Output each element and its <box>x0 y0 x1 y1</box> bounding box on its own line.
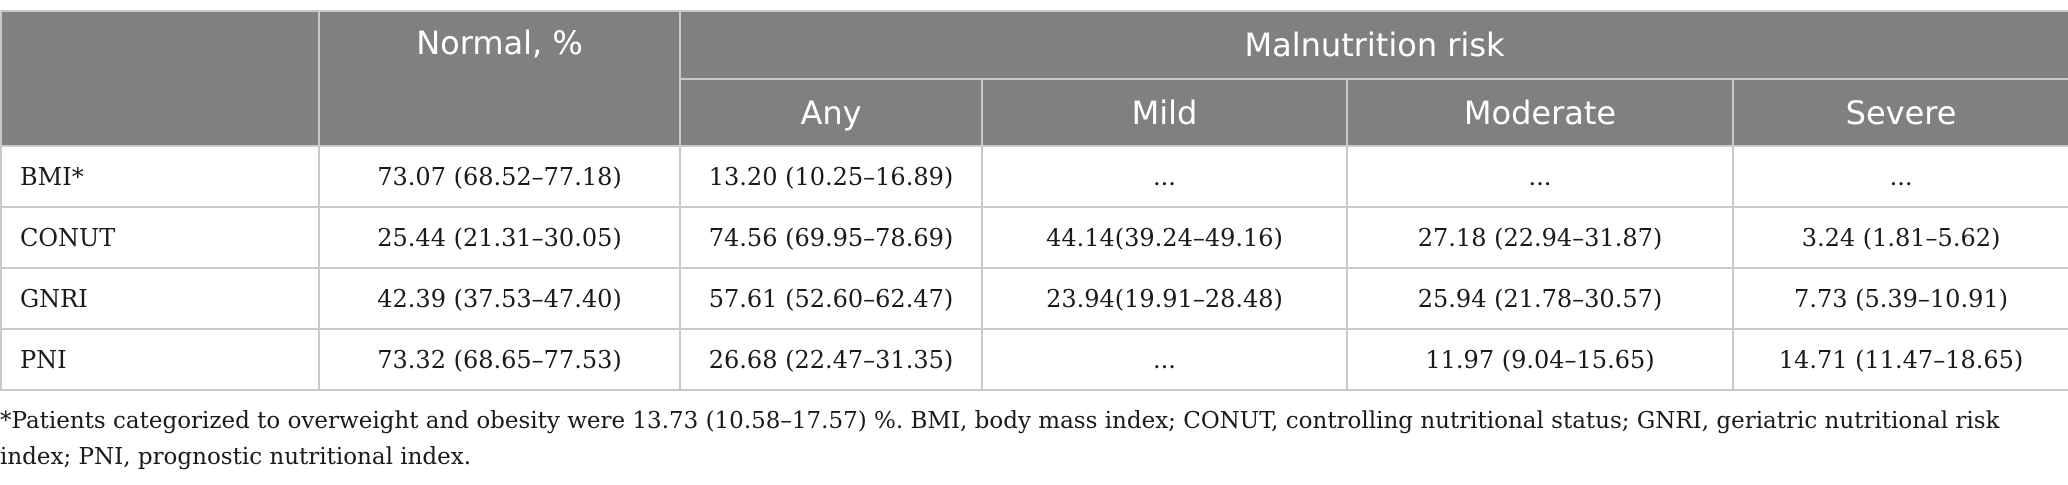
cell-normal: 25.44 (21.31–30.05) <box>318 206 681 269</box>
header-malnutrition-risk: Malnutrition risk <box>678 10 2068 80</box>
header-any: Any <box>679 78 983 147</box>
cell-severe: 7.73 (5.39–10.91) <box>1731 267 2068 330</box>
cell-moderate: 27.18 (22.94–31.87) <box>1346 206 1734 269</box>
row-label: BMI* <box>0 145 320 208</box>
cell-normal: 42.39 (37.53–47.40) <box>318 267 681 330</box>
cell-normal: 73.32 (68.65–77.53) <box>318 328 681 391</box>
header-severe: Severe <box>1731 78 2068 147</box>
row-label: PNI <box>0 328 320 391</box>
cell-severe: ... <box>1731 145 2068 208</box>
cell-moderate: 11.97 (9.04–15.65) <box>1346 328 1734 391</box>
table-row-gnri: GNRI 42.39 (37.53–47.40) 57.61 (52.60–62… <box>0 267 2068 330</box>
header-mild: Mild <box>981 78 1348 147</box>
cell-mild: 23.94(19.91–28.48) <box>981 267 1348 330</box>
header-blank-cell <box>0 10 320 147</box>
cell-moderate: ... <box>1346 145 1734 208</box>
cell-any: 26.68 (22.47–31.35) <box>679 328 983 391</box>
header-moderate: Moderate <box>1346 78 1734 147</box>
cell-severe: 14.71 (11.47–18.65) <box>1731 328 2068 391</box>
cell-mild: ... <box>981 145 1348 208</box>
row-label: GNRI <box>0 267 320 330</box>
cell-mild: 44.14(39.24–49.16) <box>981 206 1348 269</box>
table-row-conut: CONUT 25.44 (21.31–30.05) 74.56 (69.95–7… <box>0 206 2068 269</box>
table-row-pni: PNI 73.32 (68.65–77.53) 26.68 (22.47–31.… <box>0 328 2068 391</box>
cell-normal: 73.07 (68.52–77.18) <box>318 145 681 208</box>
cell-any: 57.61 (52.60–62.47) <box>679 267 983 330</box>
cell-any: 74.56 (69.95–78.69) <box>679 206 983 269</box>
header-row-top: Normal, % Malnutrition risk <box>0 10 2068 147</box>
cell-severe: 3.24 (1.81–5.62) <box>1731 206 2068 269</box>
table-footnote: *Patients categorized to overweight and … <box>0 408 2000 470</box>
cell-mild: ... <box>981 328 1348 391</box>
results-table: Normal, % Malnutrition risk Any Mild Mod… <box>0 10 2068 391</box>
header-normal: Normal, % <box>318 10 681 147</box>
cell-any: 13.20 (10.25–16.89) <box>679 145 983 208</box>
header-row-sub: Any Mild Moderate Severe <box>1 78 2068 147</box>
row-label: CONUT <box>0 206 320 269</box>
cell-moderate: 25.94 (21.78–30.57) <box>1346 267 1734 330</box>
table-row-bmi: BMI* 73.07 (68.52–77.18) 13.20 (10.25–16… <box>0 145 2068 208</box>
